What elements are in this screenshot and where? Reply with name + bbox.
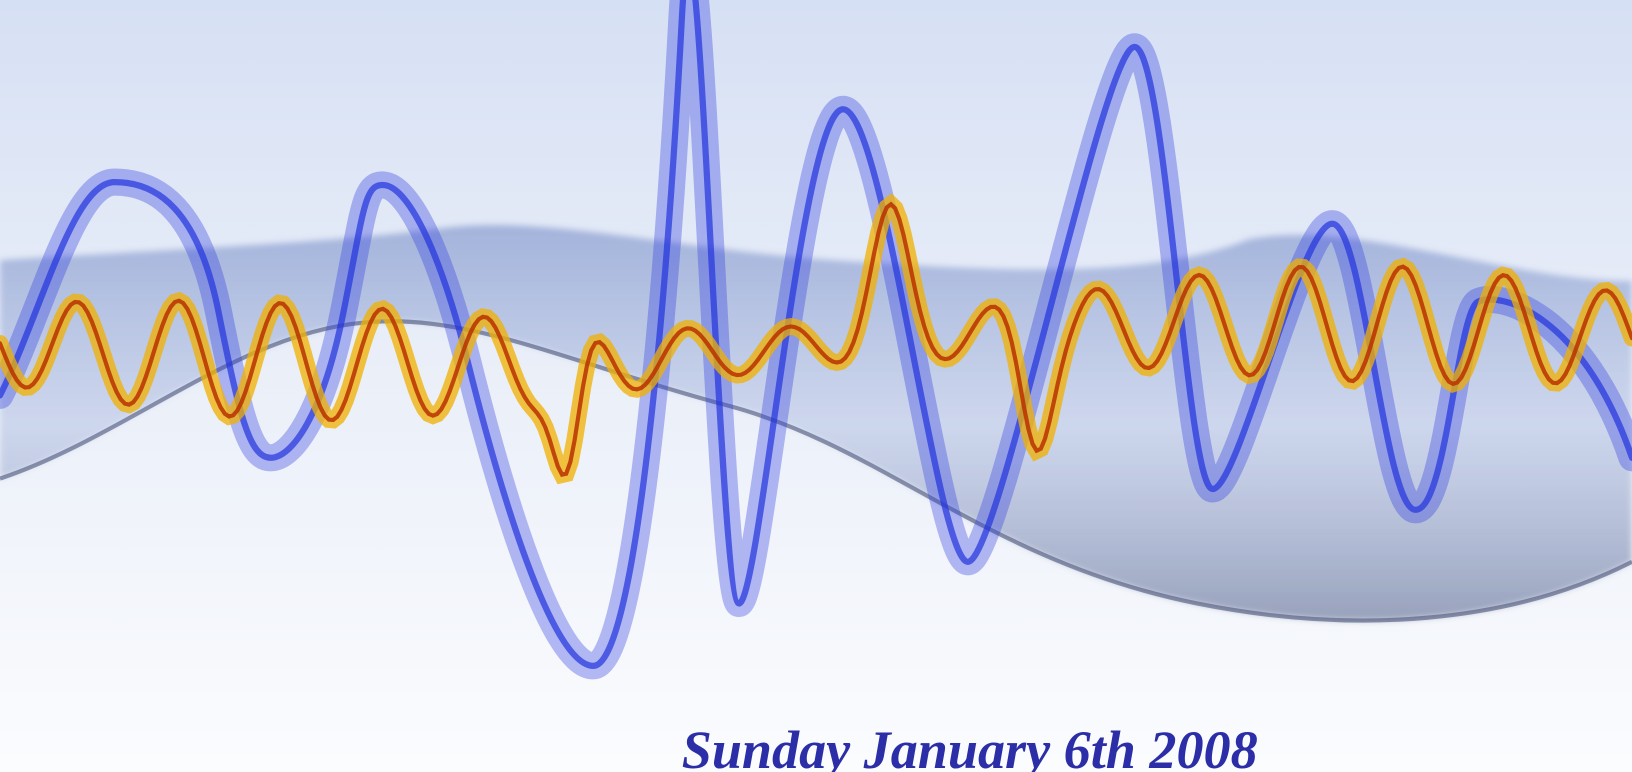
caption: Sunday January 6th 2008: [682, 720, 1258, 772]
orange-wave: [0, 193, 1632, 485]
